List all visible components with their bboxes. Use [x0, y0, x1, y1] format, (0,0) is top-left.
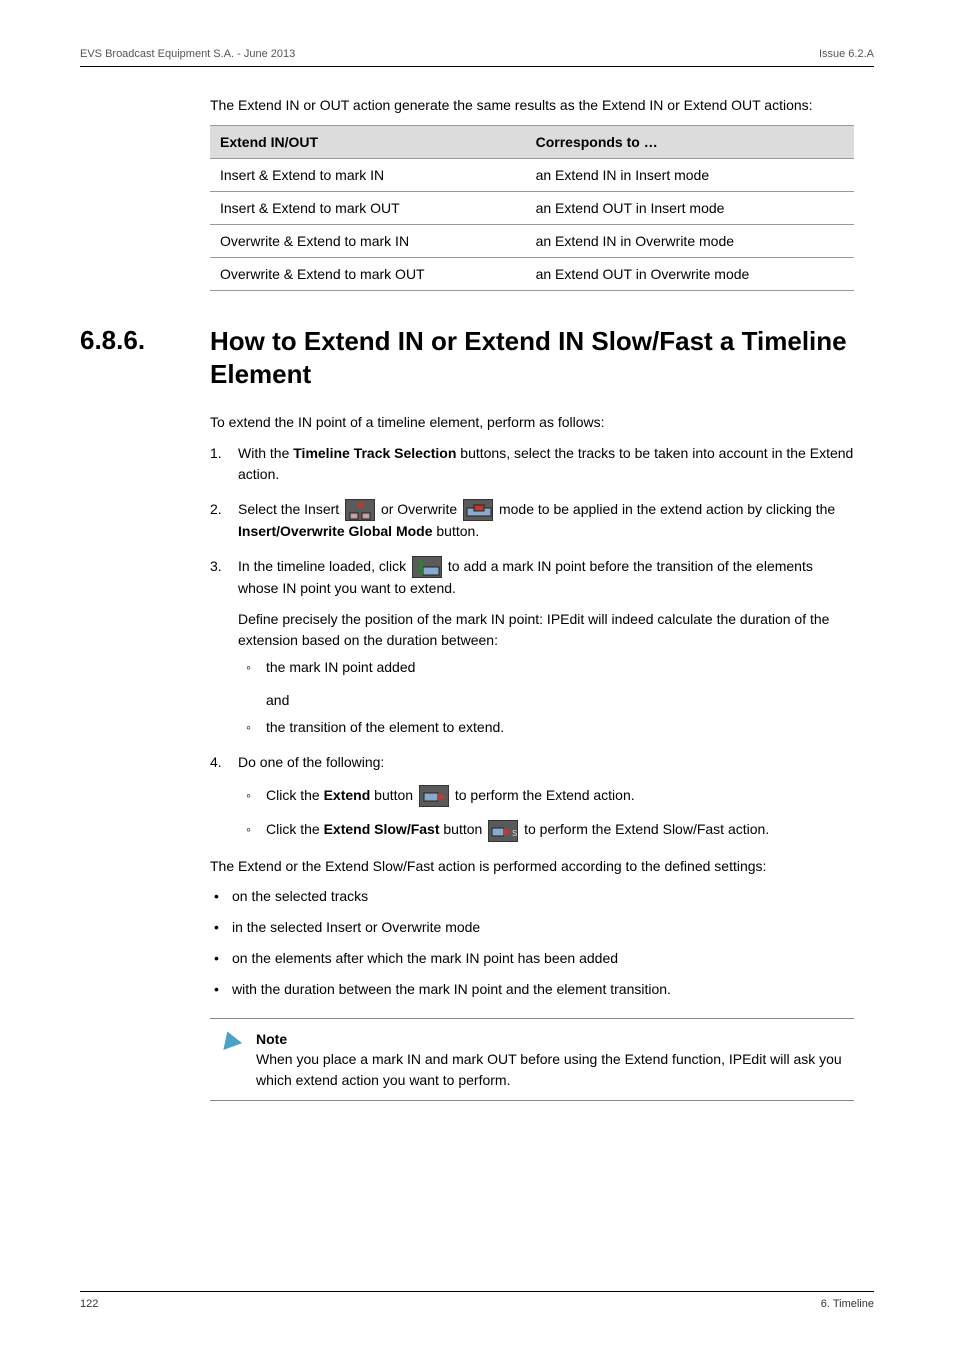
table-row: Overwrite & Extend to mark OUT an Extend…	[210, 258, 854, 291]
step4-sublist: Click the Extend button to perform the E…	[238, 785, 854, 842]
intro-paragraph: The Extend IN or OUT action generate the…	[210, 95, 854, 115]
step3-sub-item: the mark IN point added	[238, 657, 854, 678]
table-cell: Insert & Extend to mark IN	[210, 159, 526, 192]
step-1: With the Timeline Track Selection button…	[210, 443, 854, 485]
step1-bold: Timeline Track Selection	[293, 445, 456, 461]
step3-and: and	[266, 690, 854, 711]
step-2: Select the Insert or Overwrite mode to b…	[210, 499, 854, 542]
step3-sub-item: the transition of the element to extend.	[238, 717, 854, 738]
result-item: on the elements after which the mark IN …	[210, 948, 854, 969]
section-heading: 6.8.6. How to Extend IN or Extend IN Slo…	[80, 325, 874, 390]
step4-lead: Do one of the following:	[238, 754, 384, 770]
mark-in-icon	[412, 556, 442, 578]
step4-li1-bold: Extend	[324, 787, 371, 803]
step2-text-c: mode to be applied in the extend action …	[499, 501, 835, 517]
page-footer: 122 6. Timeline	[80, 1291, 874, 1310]
step3-sublist-2: the transition of the element to extend.	[238, 717, 854, 738]
step2-text-a: Select the Insert	[238, 501, 343, 517]
result-list: on the selected tracks in the selected I…	[210, 886, 854, 1000]
note-box: Note When you place a mark IN and mark O…	[210, 1018, 854, 1101]
result-item: in the selected Insert or Overwrite mode	[210, 917, 854, 938]
steps-list: With the Timeline Track Selection button…	[210, 443, 854, 842]
result-item: with the duration between the mark IN po…	[210, 979, 854, 1000]
step1-text-a: With the	[238, 445, 293, 461]
table-row: Overwrite & Extend to mark IN an Extend …	[210, 225, 854, 258]
step4-li2-a: Click the	[266, 821, 324, 837]
step4-li1-a: Click the	[266, 787, 324, 803]
table-col-0: Extend IN/OUT	[210, 126, 526, 159]
table-row: Insert & Extend to mark OUT an Extend OU…	[210, 192, 854, 225]
insert-mode-icon	[345, 499, 375, 521]
svg-text:S: S	[512, 829, 517, 838]
table-col-1: Corresponds to …	[526, 126, 854, 159]
table-cell: an Extend IN in Overwrite mode	[526, 225, 854, 258]
header-right: Issue 6.2.A	[819, 48, 874, 60]
step2-text-d: button.	[433, 523, 480, 539]
extend-slow-fast-icon: S	[488, 820, 518, 842]
step4-li1-c: to perform the Extend action.	[455, 787, 635, 803]
step2-bold: Insert/Overwrite Global Mode	[238, 523, 433, 539]
extend-icon	[419, 785, 449, 807]
step3-sublist: the mark IN point added	[238, 657, 854, 678]
section-number: 6.8.6.	[80, 325, 210, 356]
step-3: In the timeline loaded, click to add a m…	[210, 556, 854, 738]
step4-sub-item: Click the Extend button to perform the E…	[238, 785, 854, 807]
step3-sub-paragraph: Define precisely the position of the mar…	[238, 609, 854, 651]
table-row: Insert & Extend to mark IN an Extend IN …	[210, 159, 854, 192]
table-header-row: Extend IN/OUT Corresponds to …	[210, 126, 854, 159]
overwrite-mode-icon	[463, 499, 493, 521]
step4-sub-item: Click the Extend Slow/Fast button S to p…	[238, 819, 854, 841]
note-body: When you place a mark IN and mark OUT be…	[256, 1049, 844, 1090]
header-left: EVS Broadcast Equipment S.A. - June 2013	[80, 48, 295, 60]
footer-chapter: 6. Timeline	[821, 1298, 874, 1310]
note-title: Note	[256, 1029, 844, 1049]
table-cell: Insert & Extend to mark OUT	[210, 192, 526, 225]
table-cell: an Extend OUT in Overwrite mode	[526, 258, 854, 291]
step4-li2-c: to perform the Extend Slow/Fast action.	[524, 821, 769, 837]
step2-text-b: or Overwrite	[381, 501, 461, 517]
table-cell: Overwrite & Extend to mark OUT	[210, 258, 526, 291]
footer-page-number: 122	[80, 1298, 98, 1310]
step4-li1-b: button	[370, 787, 417, 803]
result-item: on the selected tracks	[210, 886, 854, 907]
step4-li2-b: button	[440, 821, 487, 837]
step4-li2-bold: Extend Slow/Fast	[324, 821, 440, 837]
section-title: How to Extend IN or Extend IN Slow/Fast …	[210, 325, 874, 390]
table-cell: an Extend OUT in Insert mode	[526, 192, 854, 225]
lead-paragraph: To extend the IN point of a timeline ele…	[210, 412, 854, 432]
table-cell: an Extend IN in Insert mode	[526, 159, 854, 192]
page-header: EVS Broadcast Equipment S.A. - June 2013…	[80, 48, 874, 67]
table-cell: Overwrite & Extend to mark IN	[210, 225, 526, 258]
step3-text-a: In the timeline loaded, click	[238, 558, 410, 574]
extend-table: Extend IN/OUT Corresponds to … Insert & …	[210, 125, 854, 291]
step-4: Do one of the following: Click the Exten…	[210, 752, 854, 842]
result-paragraph: The Extend or the Extend Slow/Fast actio…	[210, 856, 854, 876]
